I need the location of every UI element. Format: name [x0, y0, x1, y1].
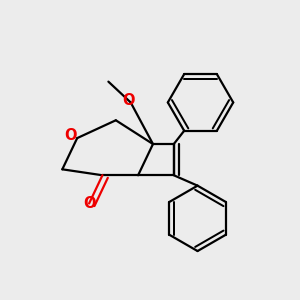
Text: O: O: [122, 94, 135, 109]
Text: O: O: [64, 128, 77, 142]
Text: O: O: [83, 196, 95, 211]
